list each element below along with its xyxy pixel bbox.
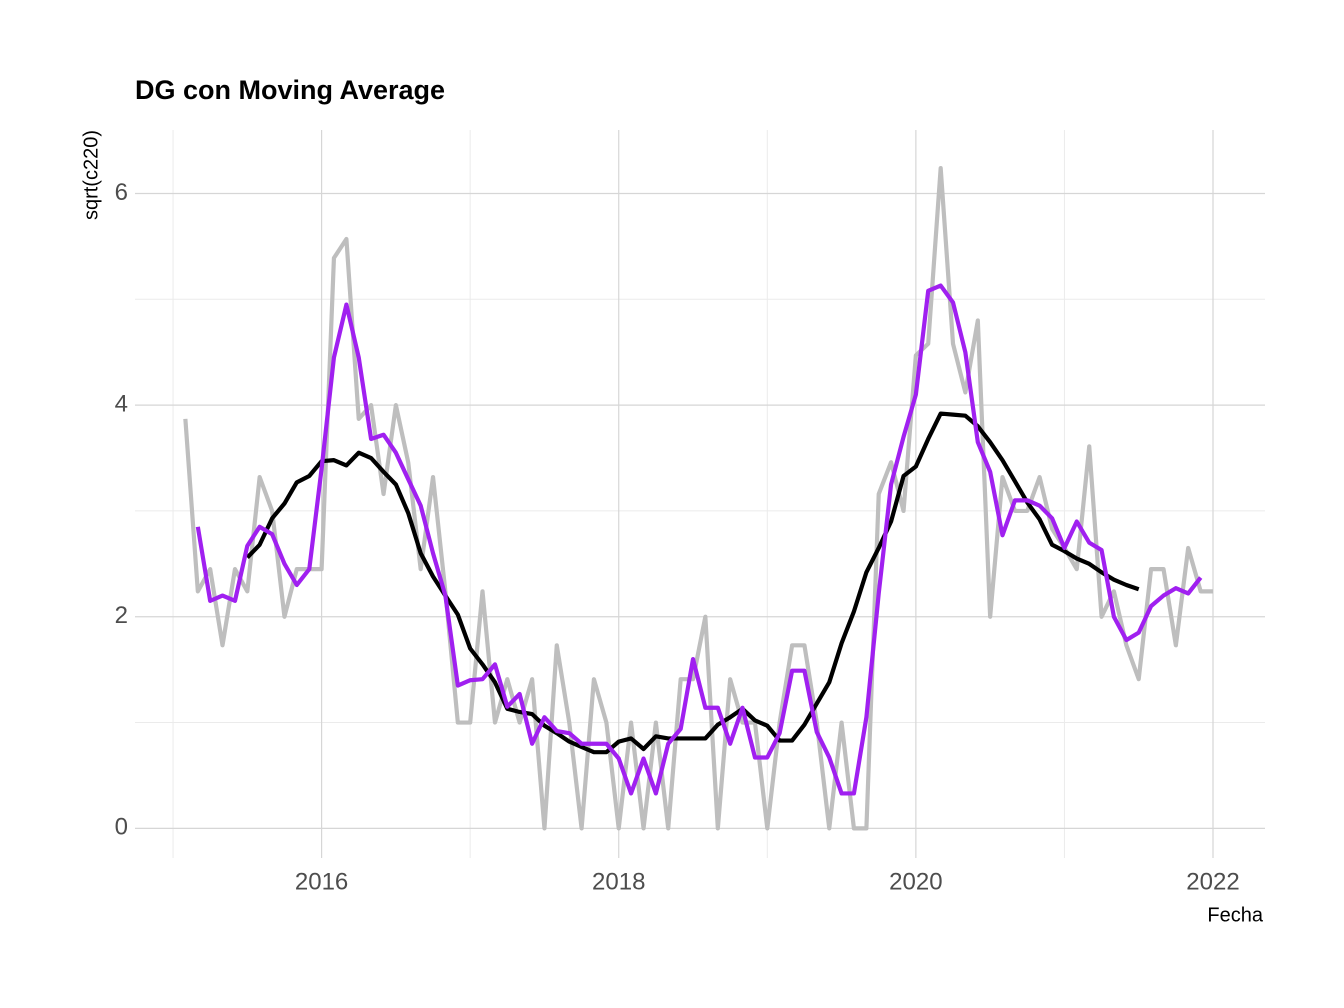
x-axis-label: Fecha	[1207, 904, 1263, 926]
series-line	[183, 165, 1213, 831]
y-tick-label: 0	[115, 814, 128, 841]
grid	[135, 130, 1265, 858]
series-line	[245, 411, 1140, 755]
chart-title: DG con Moving Average	[135, 75, 445, 105]
series-line	[195, 283, 1203, 796]
y-tick-label: 4	[115, 390, 128, 417]
x-tick-label: 2020	[889, 868, 942, 895]
y-axis-label: sqrt(c220)	[80, 130, 102, 220]
x-tick-label: 2022	[1186, 868, 1239, 895]
y-tick-label: 6	[115, 179, 128, 206]
x-tick-label: 2018	[592, 868, 645, 895]
x-tick-label: 2016	[295, 868, 348, 895]
y-tick-label: 2	[115, 602, 128, 629]
